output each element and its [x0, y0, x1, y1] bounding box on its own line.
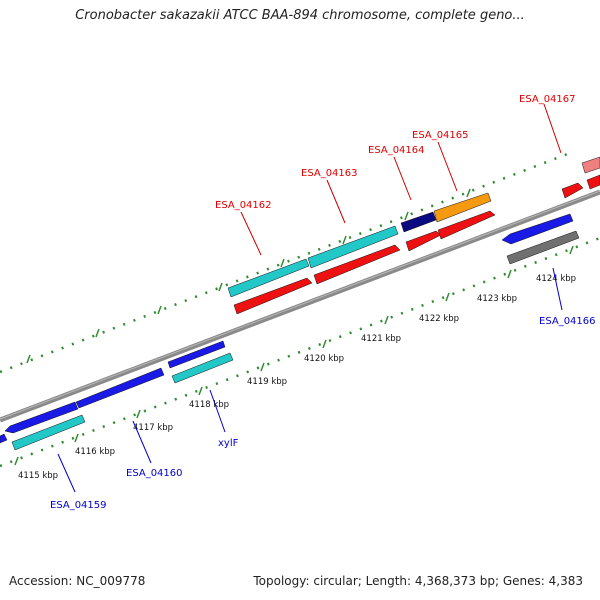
scale-label: 4124 kbp — [536, 274, 576, 284]
outer-tick — [404, 211, 409, 221]
inner-dot-line — [0, 236, 600, 468]
gene-cds-red[interactable] — [313, 244, 401, 285]
forward-lane-outer — [227, 156, 600, 298]
inner-tick — [384, 315, 389, 325]
outer-tick — [280, 258, 285, 268]
reverse-label-leaders — [57, 267, 563, 493]
gene-label-esa-04165[interactable]: ESA_04165 — [412, 130, 469, 141]
gene-cds-blue[interactable] — [0, 433, 8, 444]
gene-cds-red[interactable] — [405, 230, 442, 252]
inner-tick — [260, 362, 265, 372]
gene-label-esa-04163[interactable]: ESA_04163 — [301, 168, 358, 179]
map-title: Cronobacter sakazakii ATCC BAA-894 chrom… — [75, 8, 525, 23]
gene-cds-orange[interactable] — [433, 192, 492, 223]
inner-dotted-scale — [0, 236, 600, 468]
gene-cds-blue[interactable] — [501, 213, 574, 245]
gene-cds-pink[interactable] — [581, 156, 600, 174]
leader-line — [552, 267, 563, 311]
reverse-lane-inner — [11, 230, 580, 451]
topology-summary: Topology: circular; Length: 4,368,373 bp… — [253, 574, 583, 588]
forward-lane-inner — [233, 174, 600, 315]
inner-tick — [74, 433, 79, 443]
gene-label-esa-04164[interactable]: ESA_04164 — [368, 145, 425, 156]
scale-label: 4115 kbp — [18, 471, 58, 481]
outer-tick — [466, 188, 471, 198]
leader-line — [209, 389, 226, 433]
leader-line — [240, 211, 262, 256]
reverse-gene-labels: ESA_04159 ESA_04160 xylF ESA_04166 — [50, 316, 596, 511]
scale-label: 4122 kbp — [419, 314, 459, 324]
scale-label: 4117 kbp — [133, 423, 173, 433]
outer-tick — [218, 282, 223, 292]
inner-tick — [322, 339, 327, 349]
gene-label-esa-04159[interactable]: ESA_04159 — [50, 500, 107, 511]
gene-cds-red[interactable] — [561, 182, 584, 199]
gene-label-esa-04167[interactable]: ESA_04167 — [519, 94, 576, 105]
inner-tick — [507, 269, 512, 279]
forward-label-leaders — [240, 103, 562, 256]
gene-cds-blue[interactable] — [75, 367, 165, 409]
leader-line — [57, 453, 76, 493]
inner-tick — [198, 386, 203, 396]
leader-line — [437, 141, 458, 192]
inner-tick — [14, 456, 19, 466]
gene-cds-cyan[interactable] — [171, 352, 234, 384]
leader-line — [393, 156, 412, 201]
scale-label: 4120 kbp — [304, 354, 344, 364]
inner-tick — [569, 245, 574, 255]
leader-line — [543, 103, 562, 154]
leader-line — [326, 179, 346, 224]
gene-cds-gray[interactable] — [506, 230, 580, 265]
gene-cds-red[interactable] — [437, 210, 496, 240]
outer-dot-line — [0, 151, 571, 374]
gene-cds-blue[interactable] — [4, 401, 79, 434]
gene-cds-blue[interactable] — [167, 340, 226, 369]
inner-tick — [136, 409, 141, 419]
forward-gene-labels: ESA_04162 ESA_04163 ESA_04164 ESA_04165 … — [215, 94, 576, 211]
gene-cds-navy[interactable] — [400, 211, 437, 233]
scale-label: 4118 kbp — [189, 400, 229, 410]
outer-tick — [26, 354, 31, 364]
scale-label: 4123 kbp — [477, 294, 517, 304]
backbone-line — [0, 189, 600, 423]
scale-labels: 4115 kbp 4116 kbp 4117 kbp 4118 kbp 4119… — [18, 274, 576, 481]
inner-tick — [445, 292, 450, 302]
chromosome-backbone — [0, 189, 600, 423]
outer-tick — [95, 328, 100, 338]
scale-label: 4119 kbp — [247, 377, 287, 387]
gene-label-xylf[interactable]: xylF — [218, 438, 239, 449]
gene-cds-red[interactable] — [233, 277, 313, 315]
gene-cds-cyan[interactable] — [227, 258, 310, 298]
reverse-lane-outer — [0, 213, 574, 444]
outer-tick — [157, 305, 162, 315]
gene-cds-cyan[interactable] — [11, 414, 86, 451]
accession-label: Accession: NC_009778 — [9, 574, 146, 588]
gene-label-esa-04160[interactable]: ESA_04160 — [126, 468, 183, 479]
outer-tick — [342, 235, 347, 245]
gene-cds-cyan[interactable] — [307, 225, 399, 269]
backbone-highlight — [0, 190, 600, 420]
leader-line — [132, 420, 152, 464]
gene-label-esa-04166[interactable]: ESA_04166 — [539, 316, 596, 327]
gene-cds-red[interactable] — [586, 174, 600, 190]
gene-label-esa-04162[interactable]: ESA_04162 — [215, 200, 272, 211]
outer-dotted-scale — [0, 151, 571, 374]
scale-label: 4121 kbp — [361, 334, 401, 344]
scale-label: 4116 kbp — [75, 447, 115, 457]
